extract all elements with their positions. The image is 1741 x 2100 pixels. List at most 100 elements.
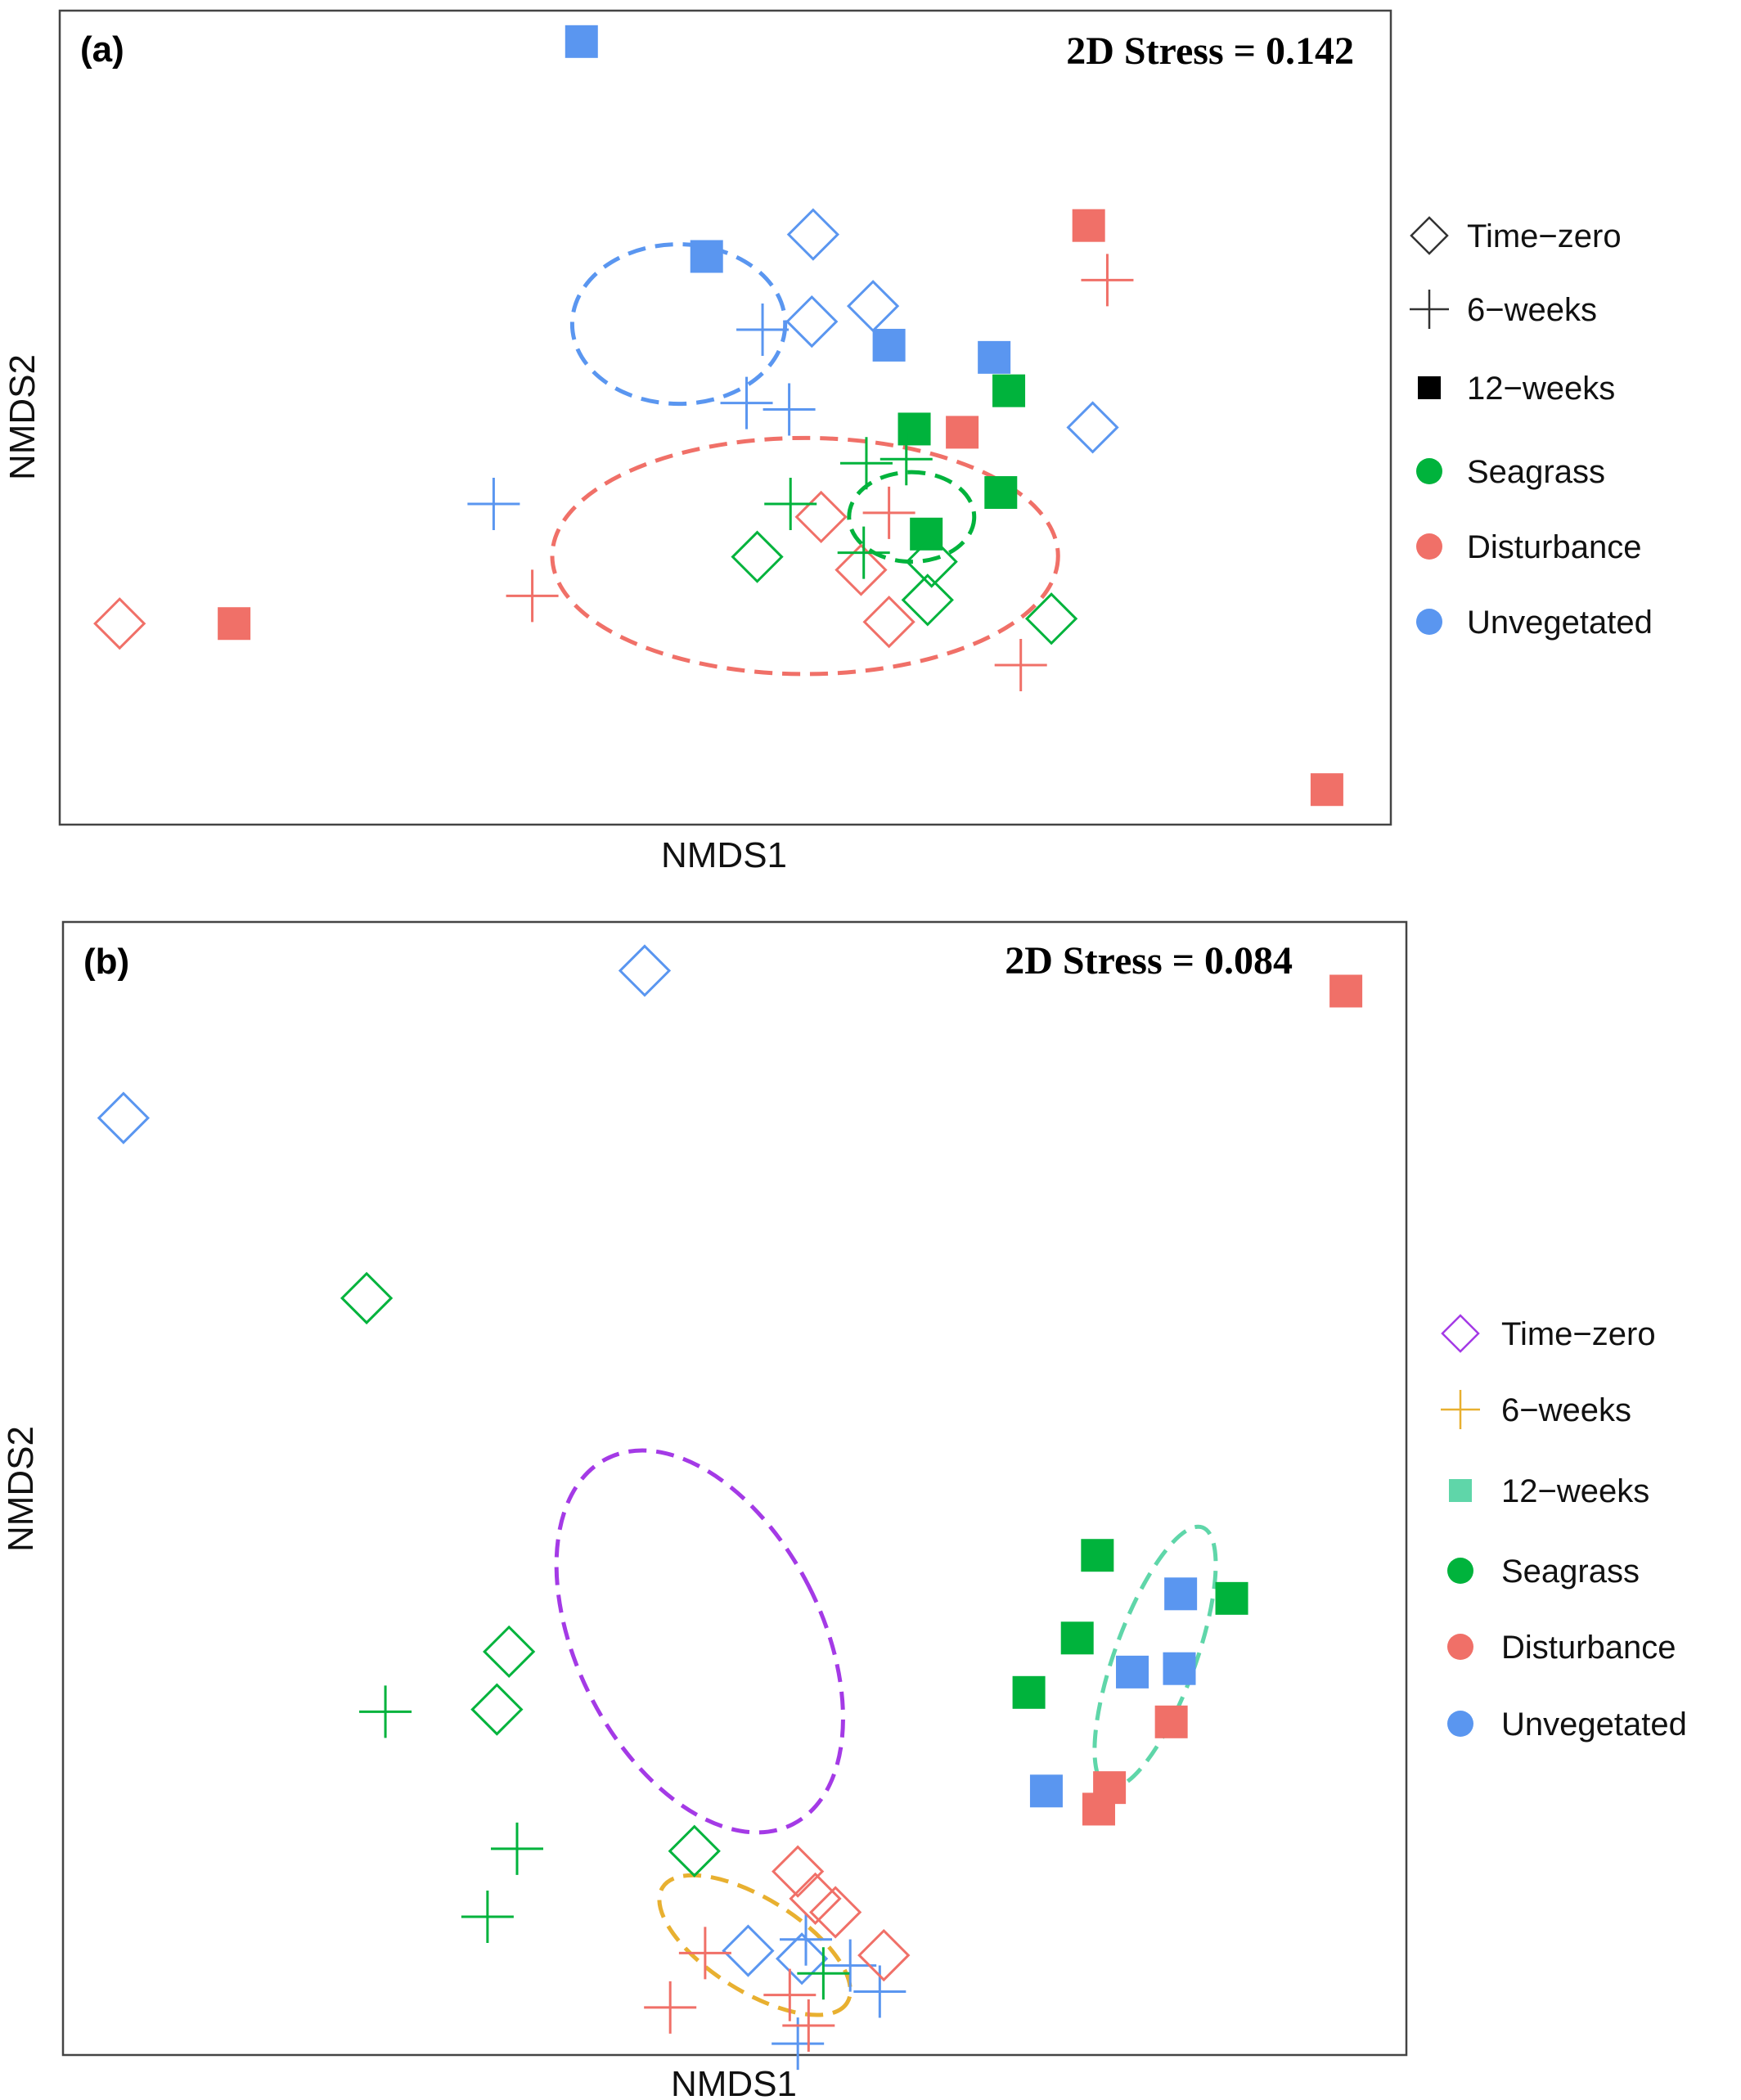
legend-square-icon [1418, 376, 1441, 399]
plot-frame [61, 920, 1408, 2057]
point-unvegetated-plus [853, 1965, 906, 2018]
point-disturbance-square [1154, 1705, 1188, 1738]
legend-square-icon [1449, 1479, 1472, 1502]
point-seagrass-square [910, 517, 943, 551]
point-seagrass-diamond [731, 530, 784, 583]
point-seagrass-plus [879, 433, 933, 486]
point-unvegetated-square [565, 25, 598, 58]
legend-label: Unvegetated [1501, 1707, 1687, 1743]
legend-label: Disturbance [1501, 1630, 1676, 1666]
y-axis-title: NMDS2 [2, 354, 43, 480]
point-unvegetated-diamond [618, 944, 672, 997]
point-unvegetated-plus [720, 376, 773, 429]
point-seagrass-plus [461, 1891, 514, 1944]
point-unvegetated-diamond [786, 208, 840, 261]
point-seagrass-square [1060, 1621, 1094, 1655]
legend-circle-icon [1416, 458, 1442, 484]
ellipse-unvegetated [569, 242, 788, 407]
legend-label: 6−weeks [1467, 292, 1597, 328]
point-disturbance-plus [644, 1981, 697, 2034]
panel-a: (a) 2D Stress = 0.142 NMDS1 NMDS2 Time−zero 6… [2, 9, 1653, 875]
ellipse-disturbance [550, 435, 1060, 677]
ellipse-6-weeks [657, 1873, 853, 2017]
point-seagrass-diamond [483, 1625, 536, 1679]
x-axis-title: NMDS1 [671, 2064, 797, 2100]
legend-label: Disturbance [1467, 529, 1641, 565]
point-unvegetated-square [690, 240, 723, 273]
legend-label: Seagrass [1467, 454, 1605, 490]
point-unvegetated-square [1163, 1652, 1196, 1685]
legend-circle-icon [1447, 1634, 1473, 1660]
legend-label: 6−weeks [1501, 1392, 1631, 1428]
stress-label: 2D Stress = 0.142 [1066, 29, 1354, 73]
legend-plus-icon [1441, 1390, 1480, 1429]
point-disturbance-plus [782, 1999, 835, 2052]
point-seagrass-diamond [340, 1271, 394, 1324]
point-seagrass-plus [797, 1947, 850, 2000]
point-unvegetated-square [1029, 1774, 1063, 1808]
y-axis-title: NMDS2 [1, 1426, 41, 1552]
point-disturbance-diamond [93, 597, 146, 650]
point-unvegetated-diamond [785, 295, 839, 349]
legend-label: Unvegetated [1467, 605, 1653, 641]
point-disturbance-plus [506, 569, 559, 623]
panel-label: (b) [83, 942, 129, 982]
legend-circle-icon [1416, 533, 1442, 560]
point-unvegetated-diamond [775, 1932, 829, 1985]
legend-circle-icon [1447, 1711, 1473, 1737]
legend-label: Time−zero [1467, 218, 1622, 254]
point-unvegetated-plus [763, 383, 816, 436]
point-unvegetated-diamond [722, 1924, 775, 1977]
point-seagrass-plus [764, 477, 817, 530]
legend-diamond-icon [1441, 1314, 1480, 1353]
point-disturbance-diamond [857, 1928, 911, 1982]
point-unvegetated-diamond [1066, 401, 1119, 454]
legend-label: 12−weeks [1467, 371, 1615, 407]
point-disturbance-plus [1081, 254, 1134, 307]
point-seagrass-square [984, 476, 1018, 510]
point-disturbance-square [1310, 773, 1343, 807]
point-unvegetated-square [1164, 1577, 1198, 1611]
x-axis-title: NMDS1 [661, 835, 787, 875]
legend-circle-icon [1447, 1558, 1473, 1584]
point-disturbance-plus [862, 486, 915, 539]
point-seagrass-diamond [901, 573, 954, 627]
point-seagrass-diamond [470, 1683, 524, 1736]
point-seagrass-plus [837, 526, 890, 579]
point-seagrass-square [992, 374, 1026, 407]
legend-circle-icon [1416, 609, 1442, 635]
point-unvegetated-square [1116, 1655, 1149, 1689]
point-disturbance-diamond [772, 1845, 825, 1898]
point-unvegetated-plus [467, 477, 520, 530]
legend-label: Seagrass [1501, 1554, 1640, 1590]
point-unvegetated-plus [736, 304, 790, 357]
point-unvegetated-square [978, 340, 1011, 374]
point-disturbance-square [1329, 974, 1363, 1008]
point-unvegetated-plus [824, 1939, 877, 1992]
legend-label: 12−weeks [1501, 1473, 1649, 1509]
point-seagrass-plus [839, 437, 893, 490]
legend-diamond-icon [1410, 216, 1449, 255]
panel-b: (b) 2D Stress = 0.084 NMDS1 NMDS2 Time−zero 6… [1, 920, 1687, 2100]
point-disturbance-diamond [794, 490, 848, 544]
panel-label: (a) [80, 29, 124, 70]
stress-label: 2D Stress = 0.084 [1005, 939, 1293, 983]
ellipse-time-zero [554, 1448, 845, 1835]
point-seagrass-diamond [668, 1824, 721, 1877]
point-seagrass-square [897, 412, 931, 446]
point-disturbance-plus [763, 1968, 817, 2021]
point-unvegetated-square [872, 328, 906, 362]
point-disturbance-square [218, 607, 251, 641]
ellipse-seagrass [847, 470, 977, 564]
point-disturbance-diamond [835, 543, 888, 596]
point-disturbance-square [1082, 1792, 1115, 1826]
point-disturbance-plus [994, 638, 1047, 691]
point-unvegetated-diamond [97, 1091, 151, 1144]
point-disturbance-square [1072, 209, 1105, 242]
point-disturbance-diamond [809, 1886, 862, 1939]
point-unvegetated-plus [780, 1913, 833, 1966]
point-seagrass-square [1012, 1675, 1046, 1709]
legend-plus-icon [1410, 290, 1449, 329]
point-seagrass-plus [359, 1685, 412, 1738]
